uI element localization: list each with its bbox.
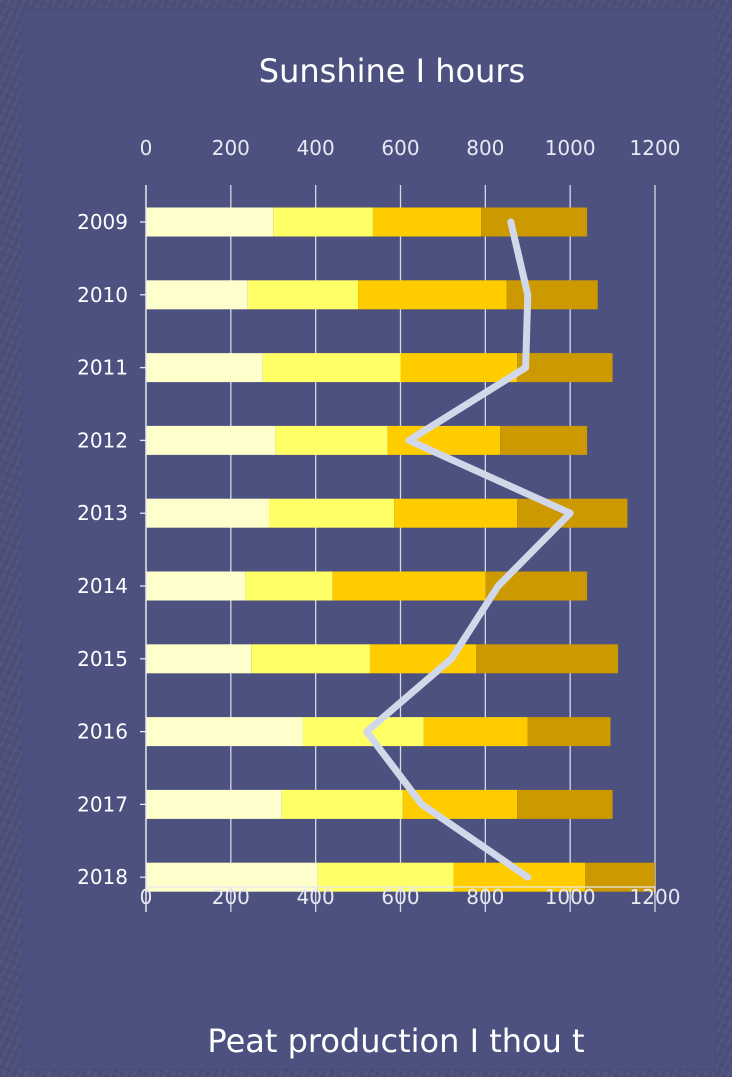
bar-segment xyxy=(146,717,303,747)
top-tick-label: 200 xyxy=(212,136,250,160)
top-tick-label: 0 xyxy=(140,136,153,160)
bar-segment xyxy=(517,789,613,819)
axes: 0020020040040060060080080010001000120012… xyxy=(77,136,680,912)
top-tick-label: 1200 xyxy=(630,136,681,160)
bar-segment xyxy=(146,280,248,310)
category-label: 2010 xyxy=(77,283,128,307)
bar-segment xyxy=(281,789,403,819)
bar-segment xyxy=(423,717,528,747)
bar-segment xyxy=(146,789,282,819)
bar-segment xyxy=(269,498,395,528)
bar-segment xyxy=(275,425,388,455)
category-label: 2012 xyxy=(77,428,128,452)
chart-panel xyxy=(22,8,716,1070)
bar-segment xyxy=(506,280,598,310)
bar-segment xyxy=(146,353,263,383)
bar-segment xyxy=(400,353,518,383)
bar-segment xyxy=(372,207,482,237)
top-tick-label: 1000 xyxy=(545,136,596,160)
top-tick-label: 800 xyxy=(466,136,504,160)
sunshine-line-layer xyxy=(363,218,574,881)
bar-segment xyxy=(273,207,373,237)
bar-segment xyxy=(481,207,588,237)
category-label: 2018 xyxy=(77,865,128,889)
category-label: 2011 xyxy=(77,356,128,380)
x-axis-label: Peat production I thou t xyxy=(207,1022,584,1060)
bar-segment xyxy=(394,498,518,528)
category-label: 2017 xyxy=(77,792,128,816)
bar-segment xyxy=(527,717,611,747)
bars xyxy=(146,207,655,892)
category-label: 2014 xyxy=(77,574,128,598)
category-label: 2016 xyxy=(77,720,128,744)
bar-segment xyxy=(517,353,613,383)
bar-segment xyxy=(387,425,501,455)
bar-segment xyxy=(358,280,507,310)
sunshine-line xyxy=(363,218,574,881)
chart-title: Sunshine I hours xyxy=(259,52,525,90)
bar-segment xyxy=(146,425,276,455)
bar-segment xyxy=(476,644,619,674)
bar-segment xyxy=(146,644,252,674)
bar-segment xyxy=(332,571,486,601)
category-label: 2015 xyxy=(77,647,128,671)
bar-segment xyxy=(247,280,359,310)
category-label: 2013 xyxy=(77,501,128,525)
bar-segment xyxy=(500,425,588,455)
bar-segment xyxy=(245,571,333,601)
category-label: 2009 xyxy=(77,210,128,234)
bar-segment xyxy=(251,644,370,674)
bar-segment xyxy=(146,498,270,528)
bar-segment xyxy=(146,207,274,237)
bar-segment xyxy=(262,353,401,383)
top-tick-label: 400 xyxy=(297,136,335,160)
bar-segment xyxy=(146,571,246,601)
top-tick-label: 600 xyxy=(381,136,419,160)
